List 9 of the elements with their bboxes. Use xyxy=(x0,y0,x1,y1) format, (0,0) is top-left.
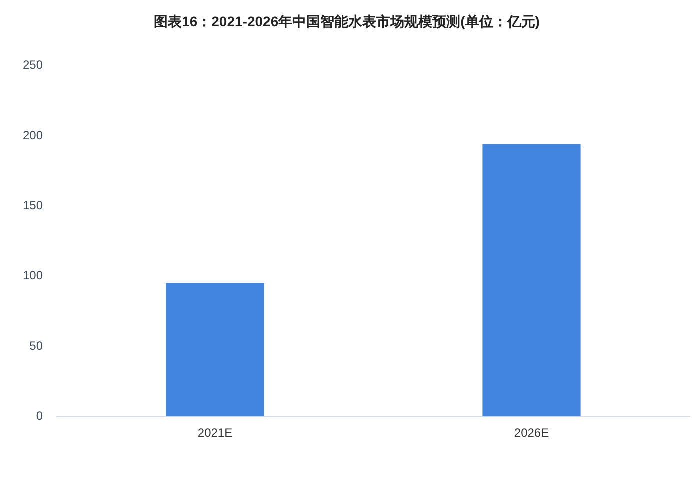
y-tick-label: 150 xyxy=(22,198,44,212)
y-tick-label: 0 xyxy=(36,408,44,423)
chart-title: 图表16：2021-2026年中国智能水表市场规模预测(单位：亿元) xyxy=(154,13,540,30)
y-tick-label: 50 xyxy=(30,338,44,353)
x-tick-label: 2026E xyxy=(514,426,550,440)
x-tick-label: 2021E xyxy=(198,426,233,440)
y-tick-label: 200 xyxy=(22,128,44,142)
y-tick-label: 100 xyxy=(22,268,44,283)
y-tick-label: 250 xyxy=(22,58,44,72)
